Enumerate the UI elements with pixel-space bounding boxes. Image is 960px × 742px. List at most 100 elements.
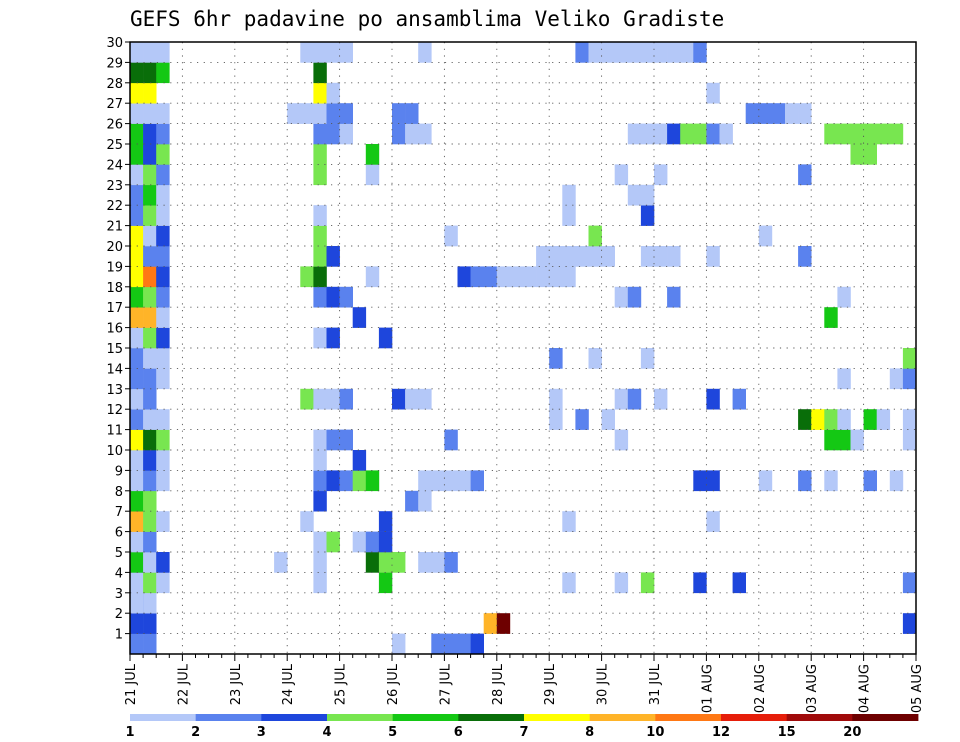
heatmap-cell bbox=[313, 388, 327, 410]
heatmap-cell bbox=[614, 286, 629, 308]
heatmap-cell bbox=[313, 531, 327, 553]
heatmap-cell bbox=[418, 552, 432, 573]
heatmap-cell bbox=[130, 286, 144, 308]
heatmap-cell bbox=[130, 531, 144, 553]
heatmap-cell bbox=[902, 613, 917, 634]
y-tick-label: 14 bbox=[106, 362, 123, 377]
heatmap-cell bbox=[588, 42, 602, 63]
heatmap-cell bbox=[130, 327, 144, 349]
legend-swatch bbox=[392, 714, 459, 721]
heatmap-cell bbox=[326, 286, 340, 308]
y-tick-label: 20 bbox=[106, 240, 123, 255]
heatmap-cell bbox=[156, 429, 170, 451]
y-axis-ticks: 1234567891011121314151617181920212223242… bbox=[106, 36, 130, 643]
heatmap-cell bbox=[143, 572, 157, 594]
heatmap-cell bbox=[863, 123, 877, 145]
heatmap-cell bbox=[143, 348, 157, 369]
heatmap-cell bbox=[130, 388, 144, 410]
heatmap-cell bbox=[143, 388, 157, 410]
x-tick-label: 04 AUG bbox=[858, 664, 873, 713]
heatmap-cell bbox=[130, 613, 144, 634]
heatmap-cell bbox=[352, 531, 367, 553]
heatmap-cell bbox=[902, 409, 917, 430]
x-tick-label: 01 AUG bbox=[700, 664, 715, 713]
heatmap-cell bbox=[418, 388, 432, 410]
heatmap-cell bbox=[496, 266, 511, 288]
heatmap-cell bbox=[143, 409, 157, 430]
heatmap-cell bbox=[143, 592, 157, 614]
heatmap-cell bbox=[313, 572, 327, 594]
heatmap-cell bbox=[143, 225, 157, 247]
heatmap-cell bbox=[378, 511, 393, 532]
heatmap-cell bbox=[156, 348, 170, 369]
heatmap-cell bbox=[365, 144, 380, 165]
heatmap-cell bbox=[156, 327, 170, 349]
heatmap-cell bbox=[130, 307, 144, 328]
color-legend: 1 2 3 4 5 6 7 8 10 12 15 20 bbox=[125, 714, 919, 740]
heatmap-cell bbox=[143, 511, 157, 532]
heatmap-cell bbox=[130, 552, 144, 573]
heatmap-cell bbox=[824, 409, 838, 430]
heatmap-cell bbox=[365, 266, 380, 288]
y-tick-label: 28 bbox=[106, 77, 123, 92]
heatmap-cell bbox=[313, 42, 327, 63]
heatmap-cell bbox=[156, 266, 170, 288]
heatmap-cell bbox=[326, 82, 340, 104]
heatmap-cells bbox=[130, 42, 917, 655]
x-tick-label: 23 JUL bbox=[229, 663, 244, 705]
heatmap-cell bbox=[863, 409, 877, 430]
heatmap-cell bbox=[693, 572, 707, 594]
heatmap-cell bbox=[156, 307, 170, 328]
heatmap-cell bbox=[326, 429, 340, 451]
heatmap-cell bbox=[339, 42, 353, 63]
heatmap-cell bbox=[143, 184, 157, 206]
legend-label: 12 bbox=[712, 725, 730, 740]
heatmap-cell bbox=[313, 450, 327, 471]
heatmap-cell bbox=[313, 246, 327, 267]
heatmap-cell bbox=[496, 613, 511, 634]
heatmap-cell bbox=[143, 327, 157, 349]
heatmap-cell bbox=[378, 327, 393, 349]
heatmap-cell bbox=[798, 103, 812, 124]
heatmap-cell bbox=[130, 368, 144, 390]
heatmap-cell bbox=[601, 246, 615, 267]
heatmap-cell bbox=[156, 246, 170, 267]
heatmap-cell bbox=[614, 42, 629, 63]
heatmap-cell bbox=[444, 225, 458, 247]
legend-label: 1 bbox=[125, 725, 134, 740]
heatmap-cell bbox=[339, 286, 353, 308]
heatmap-cell bbox=[536, 246, 550, 267]
heatmap-cell bbox=[418, 123, 432, 145]
heatmap-cell bbox=[627, 286, 642, 308]
heatmap-cell bbox=[889, 470, 904, 492]
y-tick-label: 16 bbox=[106, 322, 123, 337]
heatmap-cell bbox=[156, 205, 170, 226]
heatmap-cell bbox=[444, 552, 458, 573]
heatmap-cell bbox=[640, 123, 655, 145]
x-tick-label: 21 JUL bbox=[124, 663, 139, 705]
heatmap-cell bbox=[549, 246, 563, 267]
x-tick-label: 05 AUG bbox=[910, 664, 925, 713]
x-tick-label: 02 AUG bbox=[753, 664, 768, 713]
y-tick-label: 27 bbox=[106, 97, 123, 112]
heatmap-cell bbox=[352, 307, 367, 328]
y-tick-label: 12 bbox=[106, 403, 123, 418]
legend-label: 6 bbox=[454, 725, 463, 740]
legend-label: 2 bbox=[191, 725, 200, 740]
heatmap-cell bbox=[824, 470, 838, 492]
legend-swatch bbox=[261, 714, 328, 721]
y-tick-label: 17 bbox=[106, 301, 123, 316]
heatmap-cell bbox=[130, 450, 144, 471]
heatmap-cell bbox=[562, 205, 576, 226]
heatmap-cell bbox=[706, 470, 720, 492]
heatmap-cell bbox=[130, 266, 144, 288]
heatmap-cell bbox=[156, 552, 170, 573]
heatmap-cell bbox=[313, 164, 327, 186]
heatmap-cell bbox=[654, 42, 668, 63]
heatmap-cell bbox=[300, 266, 314, 288]
heatmap-cell bbox=[470, 266, 484, 288]
x-axis-ticks: 21 JUL 22 JUL 23 JUL 24 JUL 25 JUL 26 JUL 27 J… bbox=[124, 654, 925, 713]
heatmap-cell bbox=[313, 103, 327, 124]
heatmap-cell bbox=[798, 164, 812, 186]
